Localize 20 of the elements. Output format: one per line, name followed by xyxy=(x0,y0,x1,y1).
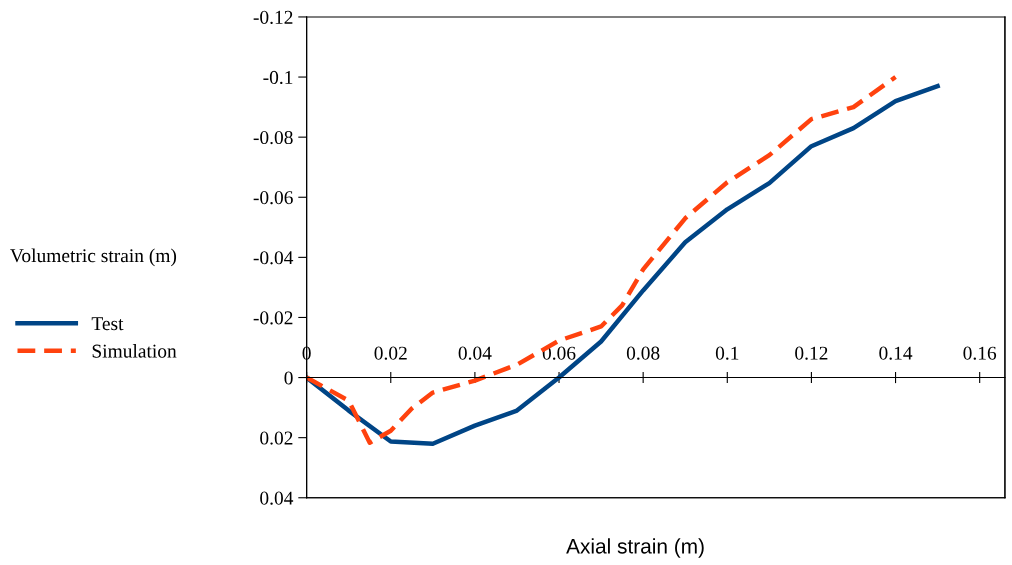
y-axis-title: Volumetric strain (m) xyxy=(10,248,177,267)
legend-label: Test xyxy=(91,317,124,331)
y-tick-label: 0 xyxy=(284,371,293,385)
x-tick-label: 0.14 xyxy=(879,346,913,360)
x-tick-label: 0.04 xyxy=(458,346,492,360)
x-axis-title: Axial strain (m) xyxy=(566,538,704,558)
y-tick-label: -0.12 xyxy=(253,10,293,24)
x-tick-label: 0.02 xyxy=(374,346,407,360)
x-tick-label: 0.08 xyxy=(626,346,660,360)
y-tick-label: -0.1 xyxy=(263,70,293,85)
y-tick-label: -0.06 xyxy=(253,191,293,205)
x-tick-label: 0.1 xyxy=(715,346,739,360)
x-tick-label: 0.12 xyxy=(795,346,828,360)
x-tick-label: 0.16 xyxy=(963,346,997,360)
y-tick-label: 0.02 xyxy=(260,431,293,445)
legend-label: Simulation xyxy=(92,343,177,358)
y-tick-label: -0.08 xyxy=(253,130,293,145)
y-tick-label: -0.02 xyxy=(253,311,293,325)
y-tick-label: 0.04 xyxy=(260,491,294,505)
y-tick-label: -0.04 xyxy=(253,251,294,265)
